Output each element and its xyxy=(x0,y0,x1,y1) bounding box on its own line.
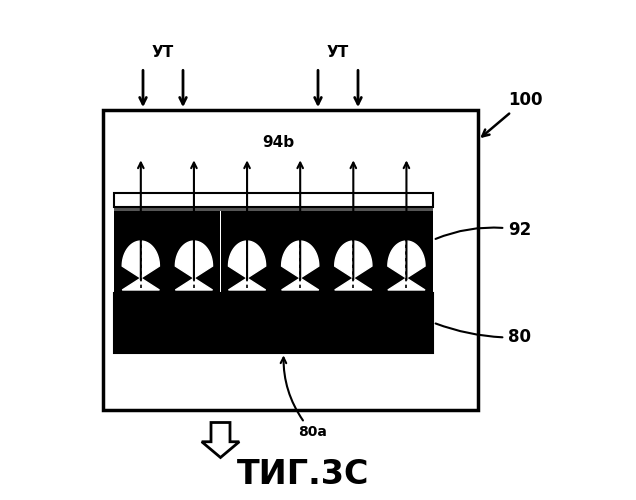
Polygon shape xyxy=(388,241,425,290)
Polygon shape xyxy=(282,241,319,290)
Text: ΤИГ.3С: ΤИГ.3С xyxy=(237,458,370,492)
Bar xyxy=(114,292,433,352)
Bar xyxy=(380,208,433,292)
FancyArrow shape xyxy=(202,422,239,458)
Bar xyxy=(273,208,327,292)
Text: 80a: 80a xyxy=(280,358,327,440)
Bar xyxy=(167,208,221,292)
Text: УΤ: УΤ xyxy=(152,45,174,60)
Bar xyxy=(114,192,433,206)
Polygon shape xyxy=(228,241,266,290)
Bar xyxy=(103,110,478,410)
Text: 94b: 94b xyxy=(262,135,294,150)
Polygon shape xyxy=(122,241,160,290)
Text: 100: 100 xyxy=(482,91,543,136)
Polygon shape xyxy=(335,241,372,290)
Bar xyxy=(221,208,273,292)
Text: УΤ: УΤ xyxy=(327,45,349,60)
Bar xyxy=(327,208,380,292)
Bar xyxy=(114,208,167,292)
Text: 92: 92 xyxy=(436,221,531,239)
Polygon shape xyxy=(176,241,212,290)
Text: 80: 80 xyxy=(436,324,531,346)
Bar xyxy=(114,192,433,210)
